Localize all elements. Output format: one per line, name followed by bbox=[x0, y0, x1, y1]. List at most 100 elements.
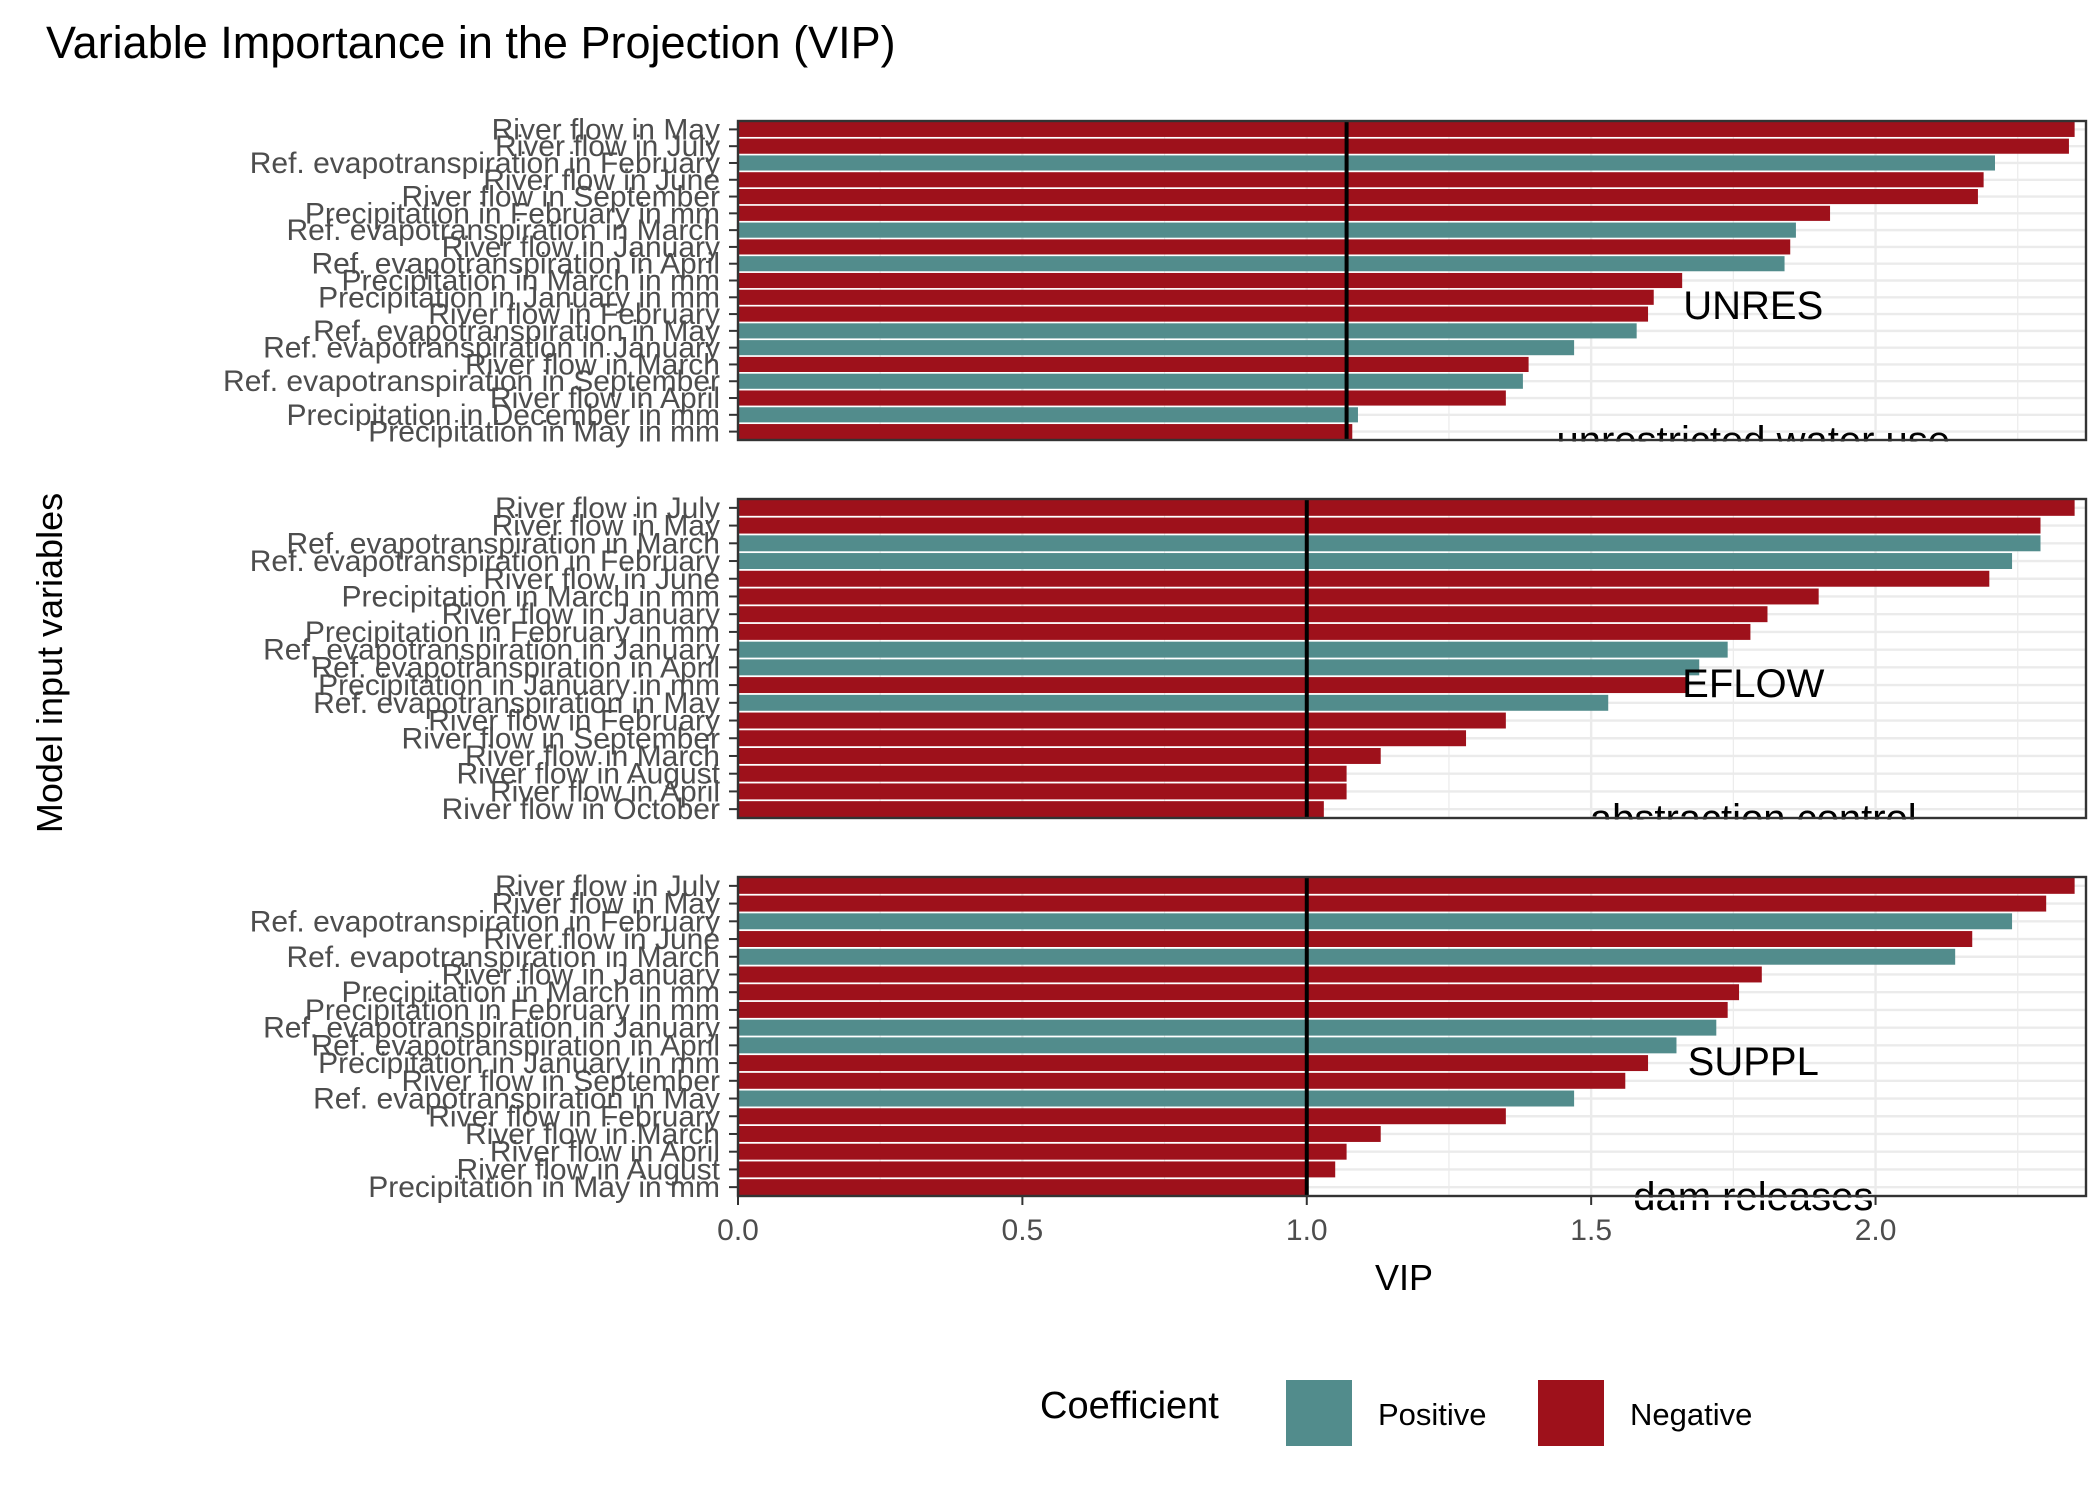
legend: Coefficient Positive Negative bbox=[1040, 1380, 1752, 1446]
bar bbox=[738, 155, 1995, 171]
y-tick-label: River flow in January bbox=[442, 598, 720, 631]
panel-border bbox=[736, 875, 2088, 1198]
y-tick-label: River flow in April bbox=[490, 1136, 720, 1169]
panel-border bbox=[736, 497, 2088, 820]
y-tick-label: Ref. evapotranspiration in April bbox=[311, 248, 720, 281]
bar bbox=[738, 606, 1768, 623]
panel-gap bbox=[736, 441, 2088, 498]
bar bbox=[738, 289, 1654, 305]
bar bbox=[738, 1001, 1728, 1018]
bar bbox=[738, 1072, 1626, 1089]
y-tick-label: River flow in February bbox=[428, 298, 720, 331]
y-tick-label: River flow in September bbox=[402, 722, 720, 755]
panel-background bbox=[738, 877, 2086, 1196]
panel-gap bbox=[736, 819, 2088, 876]
bar bbox=[738, 390, 1506, 406]
y-tick-label: River flow in March bbox=[465, 348, 720, 381]
y-tick-label: Ref. evapotranspiration in January bbox=[263, 1012, 720, 1045]
y-tick-label: Precipitation in January in mm bbox=[318, 1047, 720, 1080]
y-tick-label: Precipitation in February in mm bbox=[305, 994, 720, 1027]
y-tick-label: Ref. evapotranspiration in March bbox=[286, 941, 720, 974]
y-tick-label: River flow in May bbox=[492, 113, 720, 146]
panel-label: SUPPL bbox=[1688, 1040, 1819, 1084]
panel-background bbox=[738, 499, 2086, 818]
bar bbox=[738, 373, 1523, 389]
x-tick-label: 2.0 bbox=[1855, 1214, 1897, 1247]
bar bbox=[738, 188, 1978, 205]
chart-title: Variable Importance in the Projection (V… bbox=[46, 17, 896, 68]
panel-label: UNRES bbox=[1683, 284, 1823, 328]
bar bbox=[738, 172, 1984, 188]
bar bbox=[738, 895, 2047, 912]
bar bbox=[738, 783, 1347, 800]
legend-swatch-positive bbox=[1286, 1380, 1352, 1446]
y-tick-label: Precipitation in February in mm bbox=[305, 197, 720, 230]
y-tick-label: River flow in June bbox=[483, 164, 720, 197]
y-tick-label: Ref. evapotranspiration in March bbox=[286, 527, 720, 560]
legend-label-negative: Negative bbox=[1630, 1397, 1752, 1432]
y-tick-label: River flow in April bbox=[490, 775, 720, 808]
y-tick-label: Ref. evapotranspiration in May bbox=[313, 1083, 720, 1116]
bar bbox=[738, 712, 1506, 729]
y-tick-label: Ref. evapotranspiration in April bbox=[311, 651, 720, 684]
bar bbox=[738, 138, 2069, 154]
bar bbox=[738, 424, 1353, 440]
y-tick-label: River flow in March bbox=[465, 1118, 720, 1151]
bar bbox=[738, 340, 1575, 356]
legend-swatch-negative bbox=[1538, 1380, 1604, 1446]
y-tick-label: Ref. evapotranspiration in April bbox=[311, 1029, 720, 1062]
y-tick-label: Ref. evapotranspiration in January bbox=[263, 634, 720, 667]
bar bbox=[738, 588, 1819, 605]
bar bbox=[738, 1108, 1506, 1125]
bar bbox=[738, 984, 1740, 1001]
panel-label: EFLOW bbox=[1682, 662, 1824, 706]
bar bbox=[738, 966, 1762, 983]
bar bbox=[738, 765, 1347, 782]
x-axis: 0.0 0.5 1.0 1.5 2.0 bbox=[717, 1196, 1896, 1247]
y-tick-label: River flow in August bbox=[457, 758, 721, 791]
bar bbox=[738, 877, 2075, 894]
bar bbox=[738, 913, 2013, 930]
bar bbox=[738, 256, 1785, 272]
legend-title: Coefficient bbox=[1040, 1385, 1219, 1427]
y-tick-label: River flow in September bbox=[402, 181, 720, 214]
bar bbox=[738, 1090, 1575, 1107]
bar bbox=[738, 1143, 1347, 1160]
bar bbox=[738, 517, 2041, 534]
bar bbox=[738, 694, 1609, 711]
y-tick-label: Ref. evapotranspiration in March bbox=[286, 214, 720, 247]
panel-gap bbox=[736, 1197, 2088, 1201]
legend-label-positive: Positive bbox=[1378, 1397, 1487, 1432]
bar bbox=[738, 730, 1467, 747]
y-tick-label: Ref. evapotranspiration in February bbox=[250, 545, 720, 578]
y-tick-label: Ref. evapotranspiration in May bbox=[313, 687, 720, 720]
bar bbox=[738, 239, 1791, 255]
bar bbox=[738, 641, 1728, 658]
y-tick-label: Precipitation in January in mm bbox=[318, 669, 720, 702]
x-tick-label: 0.0 bbox=[717, 1214, 759, 1247]
bar bbox=[738, 1055, 1649, 1072]
y-tick-label: River flow in August bbox=[457, 1153, 721, 1186]
y-axis-label: Model input variables bbox=[29, 493, 70, 833]
y-tick-label: River flow in September bbox=[402, 1065, 720, 1098]
y-tick-label: Precipitation in May in mm bbox=[368, 416, 720, 449]
bar bbox=[738, 623, 1751, 640]
bar bbox=[738, 570, 1990, 587]
bar bbox=[738, 1037, 1677, 1054]
bar bbox=[738, 306, 1649, 322]
x-tick-label: 0.5 bbox=[1002, 1214, 1044, 1247]
bar bbox=[738, 801, 1324, 818]
y-tick-label: River flow in April bbox=[490, 382, 720, 415]
bar bbox=[738, 205, 1831, 221]
bar bbox=[738, 535, 2041, 552]
bar bbox=[738, 1125, 1381, 1142]
y-tick-label: Ref. evapotranspiration in January bbox=[263, 332, 720, 365]
bar bbox=[738, 931, 1973, 948]
bar bbox=[738, 1019, 1717, 1036]
y-tick-label: River flow in May bbox=[492, 888, 720, 921]
